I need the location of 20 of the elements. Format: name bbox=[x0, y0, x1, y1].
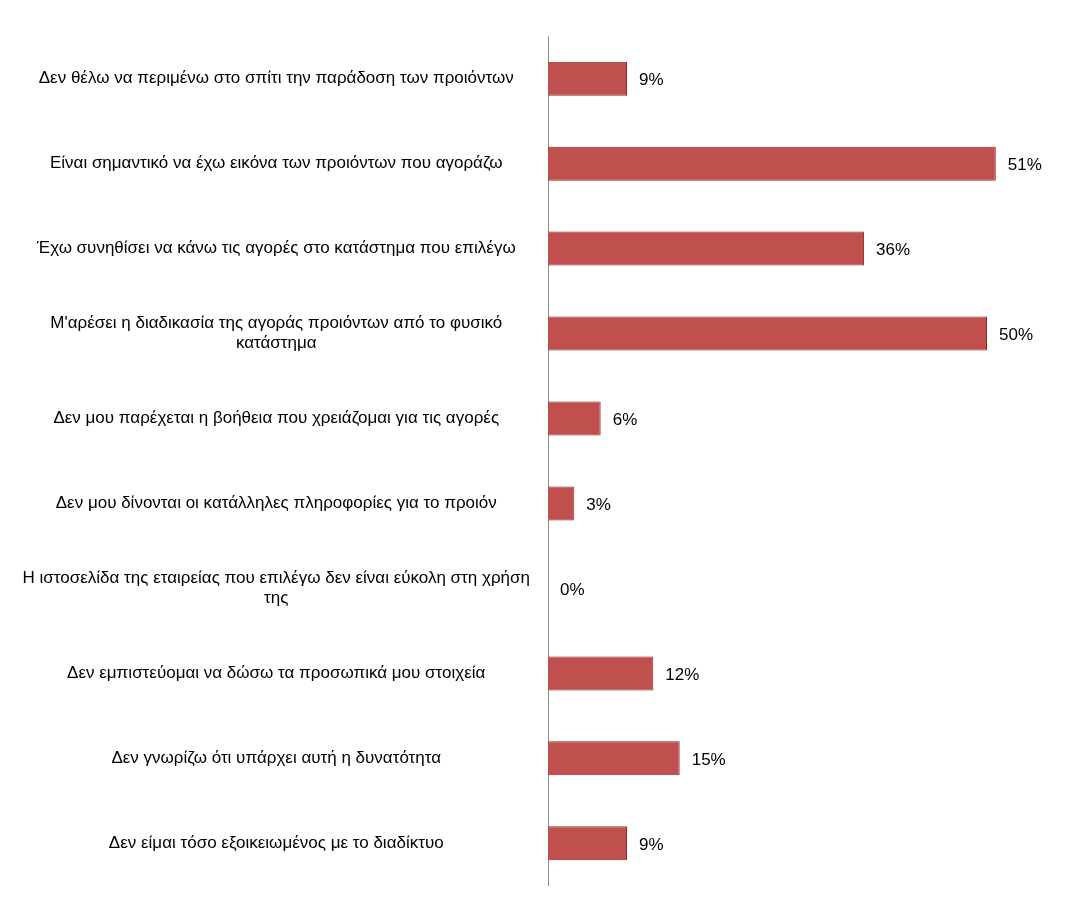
data-label: 0% bbox=[560, 580, 585, 600]
y-tick-label: Είναι σημαντικό να έχω εικόνα των προιόντων που αγοράζω bbox=[49, 153, 503, 173]
data-label: 51% bbox=[1007, 155, 1042, 175]
y-tick-label: Έχω συνηθίσει να κάνω τις αγορές στο κατάστημα που επιλέγω bbox=[35, 238, 516, 258]
data-label: 50% bbox=[999, 325, 1034, 345]
y-tick-label: Δεν μου δίνονται οι κατάλληλες πληροφορίες για το προιόν bbox=[55, 493, 497, 513]
data-label: 12% bbox=[665, 665, 700, 685]
data-label: 15% bbox=[691, 750, 726, 770]
y-tick-label: Μ'αρέσει η διαδικασία της αγοράς προιόντων από το φυσικό κατάστημα bbox=[50, 313, 503, 353]
y-tick-label: Δεν μου παρέχεται η βοήθεια που χρειάζομαι για τις αγορές bbox=[53, 408, 500, 428]
data-label: 9% bbox=[639, 835, 664, 855]
y-tick-label: Δεν γνωρίζω ότι υπάρχει αυτή η δυνατότητα bbox=[111, 748, 442, 768]
y-tick-label: Δεν θέλω να περιμένω στο σπίτι την παράδοση των προιόντων bbox=[38, 68, 514, 88]
data-label: 3% bbox=[586, 495, 611, 515]
data-label: 36% bbox=[876, 240, 911, 260]
y-tick-label: Δεν είμαι τόσο εξοικειωμένος με το διαδίκτυο bbox=[108, 833, 444, 853]
data-label: 9% bbox=[639, 70, 664, 90]
y-tick-label: Δεν εμπιστεύομαι να δώσω τα προσωπικά μου στοιχεία bbox=[67, 663, 486, 683]
data-label: 6% bbox=[612, 410, 638, 430]
y-tick-label: Η ιστοσελίδα της εταιρείας που επιλέγω δεν είναι εύκολη στη χρήση της bbox=[22, 567, 531, 608]
